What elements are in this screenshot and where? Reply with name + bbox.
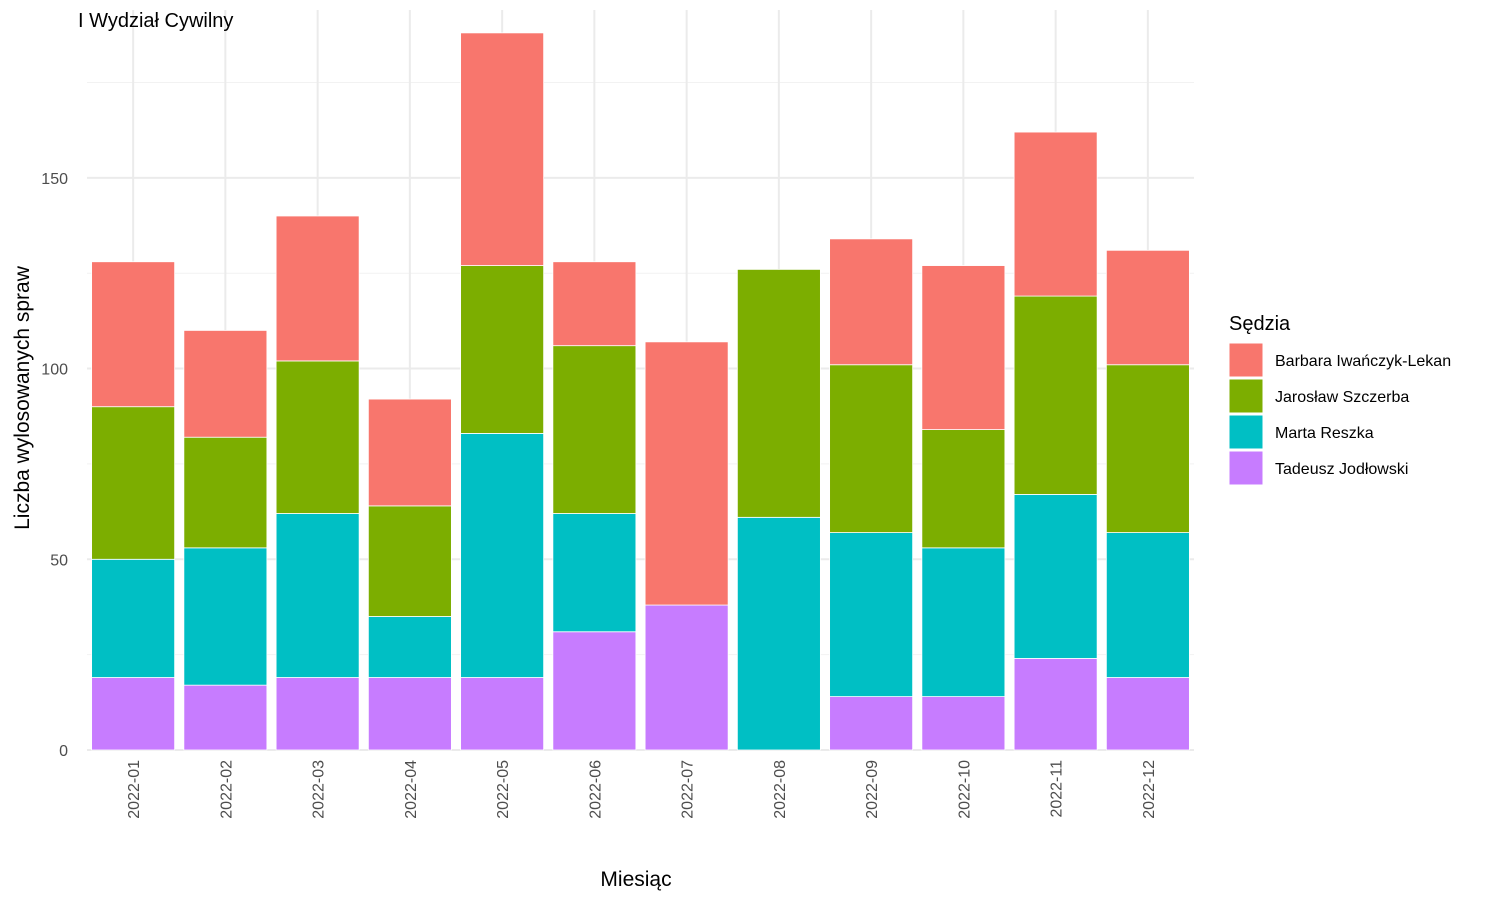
legend-items: Barbara Iwańczyk-Lekan Jarosław Szczerba M… bbox=[1228, 342, 1451, 486]
bar-segment bbox=[552, 345, 637, 514]
bar-segment bbox=[1105, 532, 1190, 678]
legend-swatch bbox=[1228, 450, 1264, 486]
bar-segment bbox=[183, 330, 268, 438]
bar-segment bbox=[1013, 658, 1098, 751]
bar-segment bbox=[829, 364, 914, 533]
y-tick-label: 0 bbox=[59, 743, 68, 760]
x-tick-label: 2022-01 bbox=[126, 760, 143, 819]
y-tick-label: 100 bbox=[41, 362, 68, 379]
legend-title: Sędzia bbox=[1229, 313, 1291, 335]
y-axis-label: Liczba wylosowanych spraw bbox=[11, 265, 34, 530]
x-tick-label: 2022-11 bbox=[1049, 760, 1066, 818]
bar-segment bbox=[644, 604, 729, 751]
y-axis-ticks: 0 50 100 150 bbox=[41, 171, 68, 760]
bar-segment bbox=[460, 433, 545, 678]
bars bbox=[91, 32, 1190, 751]
bar-segment bbox=[91, 558, 176, 678]
bar-segment bbox=[552, 631, 637, 751]
bar-segment bbox=[91, 677, 176, 751]
y-tick-label: 150 bbox=[41, 171, 68, 188]
legend-label: Marta Reszka bbox=[1275, 425, 1374, 442]
bar-segment bbox=[367, 616, 452, 678]
bar-segment bbox=[829, 696, 914, 751]
bar-segment bbox=[1105, 364, 1190, 533]
x-tick-label: 2022-05 bbox=[495, 760, 512, 819]
y-tick-label: 50 bbox=[50, 552, 68, 569]
x-tick-label: 2022-09 bbox=[864, 760, 881, 819]
bar-segment bbox=[1105, 249, 1190, 366]
bar-segment bbox=[275, 215, 360, 362]
x-tick-label: 2022-07 bbox=[680, 760, 697, 819]
chart-title: I Wydział Cywilny bbox=[78, 10, 233, 32]
bar-segment bbox=[367, 677, 452, 751]
bar-segment bbox=[921, 265, 1006, 430]
bar-segment bbox=[736, 516, 821, 751]
bar-segment bbox=[1013, 295, 1098, 495]
bar-segment bbox=[829, 238, 914, 366]
x-tick-label: 2022-04 bbox=[403, 760, 420, 819]
bar-segment bbox=[367, 398, 452, 507]
x-tick-label: 2022-10 bbox=[956, 760, 973, 819]
bar-segment bbox=[644, 341, 729, 606]
x-tick-label: 2022-12 bbox=[1141, 760, 1158, 819]
bar-segment bbox=[921, 696, 1006, 751]
bar-segment bbox=[275, 513, 360, 678]
x-axis-ticks: 2022-01 2022-02 2022-03 2022-04 2022-05 2022-… bbox=[126, 760, 1158, 819]
bar-segment bbox=[183, 684, 268, 751]
bar-segment bbox=[91, 261, 176, 408]
x-tick-label: 2022-08 bbox=[772, 760, 789, 819]
bar-segment bbox=[921, 547, 1006, 697]
bar-segment bbox=[367, 505, 452, 617]
bar-segment bbox=[460, 32, 545, 266]
x-tick-label: 2022-06 bbox=[587, 760, 604, 819]
legend-swatch bbox=[1228, 378, 1264, 414]
legend: Sędzia Barbara Iwańczyk-Lekan Jarosław Sz… bbox=[1228, 313, 1451, 486]
bar-segment bbox=[1013, 494, 1098, 659]
bar-segment bbox=[460, 677, 545, 751]
legend-label: Jarosław Szczerba bbox=[1275, 389, 1409, 406]
legend-swatch bbox=[1228, 342, 1264, 378]
bar-segment bbox=[1105, 677, 1190, 751]
x-tick-label: 2022-02 bbox=[218, 760, 235, 819]
legend-swatch bbox=[1228, 414, 1264, 450]
bar-segment bbox=[552, 261, 637, 347]
bar-segment bbox=[736, 268, 821, 518]
legend-label: Barbara Iwańczyk-Lekan bbox=[1275, 353, 1451, 370]
x-axis-label: Miesiąc bbox=[600, 868, 671, 891]
bar-segment bbox=[91, 406, 176, 560]
bar-segment bbox=[183, 547, 268, 686]
bar-segment bbox=[829, 532, 914, 697]
bar-segment bbox=[460, 265, 545, 434]
bar-segment bbox=[552, 513, 637, 633]
bar-segment bbox=[275, 360, 360, 514]
x-tick-label: 2022-03 bbox=[311, 760, 328, 819]
bar-segment bbox=[921, 429, 1006, 549]
bar-segment bbox=[275, 677, 360, 751]
bar-segment bbox=[183, 436, 268, 549]
legend-label: Tadeusz Jodłowski bbox=[1275, 461, 1408, 478]
bar-segment bbox=[1013, 131, 1098, 297]
